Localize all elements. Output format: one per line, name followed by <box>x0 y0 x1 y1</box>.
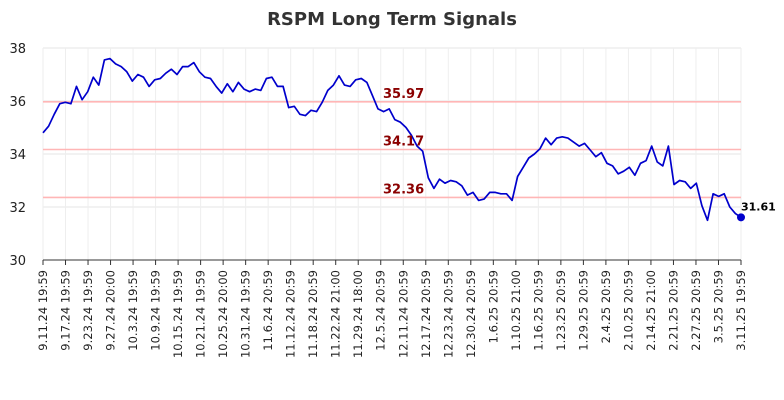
axes: 30 32 34 36 38 9.11.24 19:59 9.17.24 19:59 9.23… <box>9 42 748 358</box>
x-tick-label: 1.10.25 21:00 <box>509 270 523 351</box>
last-point-marker <box>737 213 745 222</box>
y-tick-label: 36 <box>9 95 26 110</box>
reference-line-label: 35.97 <box>383 87 424 102</box>
x-tick-label: 12.5.24 20:59 <box>374 270 388 351</box>
series <box>42 57 745 222</box>
x-tick-label: 11.29.24 18:00 <box>351 270 365 358</box>
x-tick-label: 2.14.25 21:00 <box>644 270 658 351</box>
x-tick-label: 1.16.25 20:59 <box>531 270 545 351</box>
x-tick-label: 2.27.25 20:59 <box>689 270 703 351</box>
x-tick-label: 11.18.24 20:59 <box>306 270 320 358</box>
x-tick-label: 10.31.24 19:59 <box>239 270 253 358</box>
x-tick-label: 12.30.24 20:59 <box>464 270 478 358</box>
x-tick-label: 1.29.25 20:59 <box>576 270 590 351</box>
x-tick-label: 10.9.24 19:59 <box>149 270 163 351</box>
x-tick-label: 3.5.25 20:59 <box>711 270 725 343</box>
x-tick-label: 2.10.25 20:59 <box>621 270 635 351</box>
x-tick-label: 11.12.24 20:59 <box>284 270 298 358</box>
x-tick-label: 9.17.24 19:59 <box>59 270 73 351</box>
y-tick-label: 30 <box>9 254 26 269</box>
x-tick-label: 9.27.24 20:00 <box>104 270 118 351</box>
grid <box>42 47 742 261</box>
x-tick-label: 9.23.24 19:59 <box>81 270 95 351</box>
chart-title: RSPM Long Term Signals <box>267 9 517 30</box>
x-tick-label: 11.22.24 21:00 <box>329 270 343 358</box>
x-tick-label: 2.21.25 20:59 <box>666 270 680 351</box>
x-tick-label: 1.23.25 20:59 <box>554 270 568 351</box>
x-tick-label: 3.11.25 19:59 <box>734 270 748 351</box>
reference-lines <box>43 100 741 199</box>
labels: 35.97 34.17 32.36 31.61 <box>383 87 776 214</box>
x-tick-label: 2.4.25 20:59 <box>599 270 613 343</box>
x-tick-label: 1.6.25 20:59 <box>486 270 500 343</box>
y-tick-label: 32 <box>9 201 26 216</box>
x-tick-label: 12.23.24 20:59 <box>441 270 455 358</box>
x-tick-label: 10.15.24 19:59 <box>171 270 185 358</box>
x-tick-label: 12.17.24 20:59 <box>419 270 433 358</box>
x-tick-label: 12.11.24 20:59 <box>396 270 410 358</box>
reference-line-label: 34.17 <box>383 134 424 149</box>
x-tick-label: 10.21.24 19:59 <box>194 270 208 358</box>
x-tick-label: 10.3.24 19:59 <box>126 270 140 351</box>
y-tick-label: 34 <box>9 148 26 163</box>
x-tick-label: 10.25.24 20:00 <box>216 270 230 358</box>
last-value-label: 31.61 <box>741 200 776 213</box>
reference-line-label: 32.36 <box>383 182 424 197</box>
x-tick-label: 11.6.24 20:59 <box>261 270 275 351</box>
series-line <box>42 57 742 222</box>
y-tick-label: 38 <box>9 42 26 57</box>
x-tick-label: 9.11.24 19:59 <box>36 270 50 351</box>
